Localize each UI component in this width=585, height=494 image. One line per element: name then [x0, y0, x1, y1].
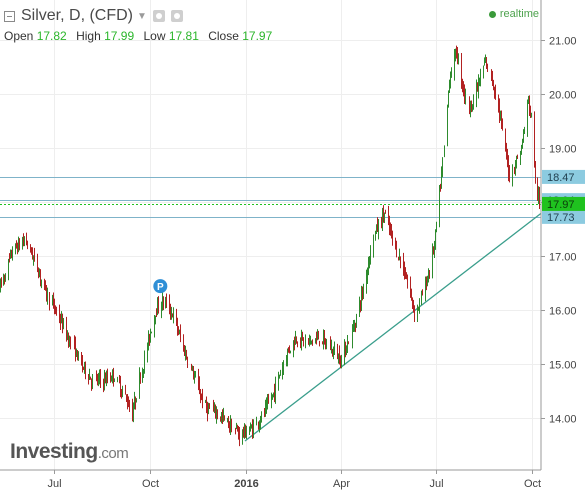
time-tick-label: 2016	[234, 478, 258, 490]
logo-main: Investing	[10, 440, 98, 463]
pivot-circle	[153, 279, 168, 294]
time-tick-label: Oct	[142, 478, 159, 490]
price-tick-label: 20.00	[549, 90, 577, 102]
status-dot-icon	[488, 10, 496, 18]
horizontal-levels	[0, 177, 541, 218]
ohlc-readout: Open 17.82 High 17.99 Low 17.81 Close 17…	[4, 29, 278, 43]
pivot-marker[interactable]: P	[153, 279, 168, 294]
candlestick-series	[0, 45, 540, 447]
trendline-segment	[244, 212, 542, 442]
close-label: Close	[208, 29, 239, 43]
time-axis[interactable]: Jul Oct 2016 Apr Jul Oct	[0, 469, 541, 490]
high-value: 17.99	[104, 29, 135, 43]
time-tick-label: Oct	[524, 478, 541, 490]
chart-header: Silver, D, (CFD) ▼	[4, 4, 183, 28]
current-price-tag-box	[542, 196, 585, 211]
symbol-title[interactable]: Silver, D, (CFD)	[21, 7, 133, 24]
realtime-indicator: realtime	[488, 8, 539, 20]
current-price-tag-label: 17.97	[547, 199, 575, 211]
low-label: Low	[143, 29, 166, 43]
settings-icon[interactable]	[152, 10, 165, 22]
close-value: 17.97	[242, 29, 273, 43]
time-tick-label: Jul	[47, 478, 61, 490]
collapse-icon[interactable]	[4, 10, 15, 22]
price-tick-label: 14.00	[549, 414, 577, 426]
price-tick-label: 17.00	[549, 252, 577, 264]
investing-logo: Investing.com	[10, 440, 129, 464]
time-tick-label: Jul	[429, 478, 443, 490]
logo-suffix: .com	[97, 445, 129, 462]
level-tag-box	[542, 209, 585, 224]
chevron-down-icon[interactable]: ▼	[137, 10, 147, 22]
level-tag-label: 18.47	[547, 172, 575, 184]
price-tick-label: 16.00	[549, 306, 577, 318]
open-label: Open	[4, 29, 34, 43]
gear-icon[interactable]	[170, 10, 183, 22]
price-tick-label: 19.00	[549, 144, 577, 156]
trendline[interactable]	[244, 212, 542, 442]
low-value: 17.81	[168, 29, 199, 43]
price-tick-label: 15.00	[549, 360, 577, 372]
level-tag-label: 17.73	[547, 212, 575, 224]
level-tag-box	[542, 169, 585, 184]
high-label: High	[76, 29, 101, 43]
time-tick-label: Apr	[333, 478, 350, 490]
price-axis[interactable]: 14.0015.0016.0017.0018.0019.0020.0021.00…	[540, 0, 585, 470]
pivot-label: P	[157, 282, 164, 293]
realtime-label: realtime	[499, 8, 539, 20]
open-value: 17.82	[36, 29, 67, 43]
chart-grid	[0, 0, 541, 470]
price-tick-label: 21.00	[549, 36, 577, 48]
